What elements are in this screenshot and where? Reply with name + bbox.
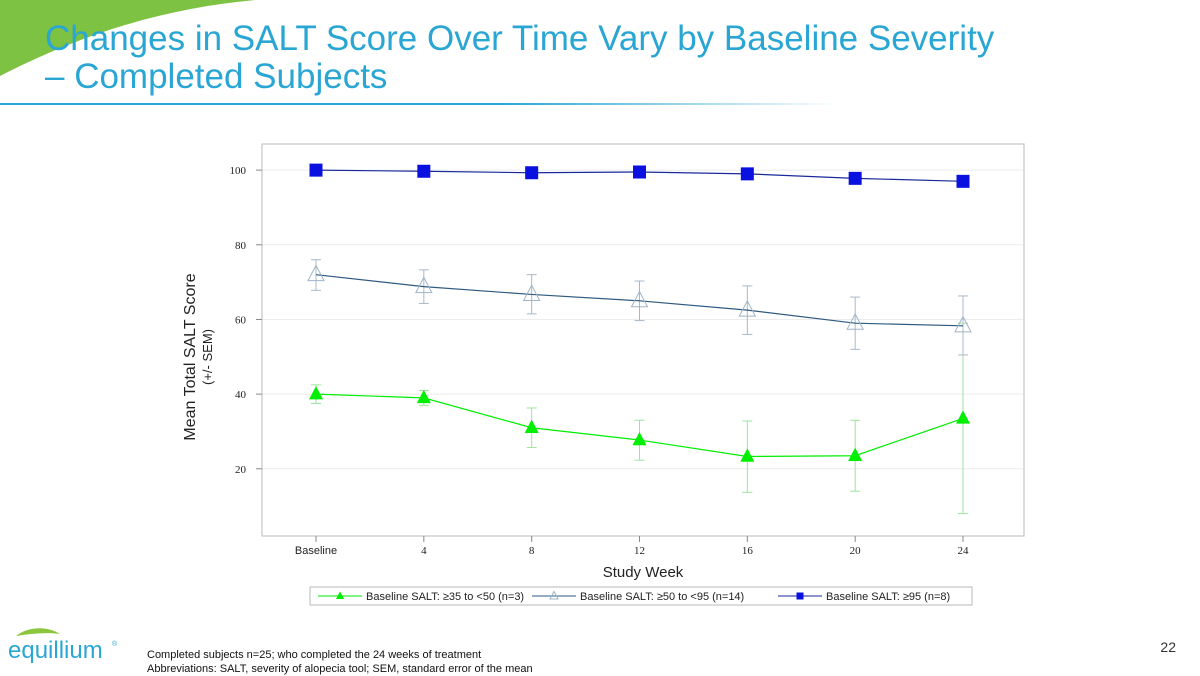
data-point-high [633,165,646,179]
legend-label-low: Baseline SALT: ≥35 to <50 (n=3) [366,591,524,603]
plot-frame [261,143,1025,537]
corner-swoosh-decoration [0,0,255,76]
data-point-mid [738,299,757,317]
page-number: 22 [1160,639,1176,655]
legend-frame [309,586,973,606]
x-tick-label: 20 [850,545,862,557]
legend-label-high: Baseline SALT: ≥95 (n=8) [826,591,950,603]
y-tick-label: 20 [235,464,247,476]
slide-title: Changes in SALT Score Over Time Vary by … [45,20,1045,96]
series-low [309,322,970,515]
data-point-mid [307,264,325,282]
slide-title-line-1: Changes in SALT Score Over Time Vary by … [45,19,995,58]
x-axis-label: Study Week [603,564,684,581]
data-point-low [524,419,539,433]
data-point-low [956,410,970,424]
x-tick-label: 16 [742,545,754,557]
x-tick-label: 24 [958,545,970,557]
y-tick-label: 100 [230,165,247,177]
data-point-mid [954,315,972,333]
y-tick-label: 60 [235,314,247,326]
data-point-low [416,389,431,404]
x-tick-label: 8 [529,545,535,557]
data-point-high [956,174,970,188]
data-point-high [740,167,754,181]
data-point-mid [522,284,541,301]
logo-registered-mark: ® [112,640,118,648]
data-point-low [848,447,863,461]
x-axis-ticks: Baseline 4 8 12 16 20 24 [295,536,969,557]
x-tick-label: 4 [421,545,427,557]
data-point-mid [846,312,864,330]
logo-leaf-icon [16,628,60,636]
chart-legend: Baseline SALT: ≥35 to <50 (n=3) Baseline … [309,586,973,606]
data-point-low [632,432,647,446]
data-point-high [417,164,431,178]
data-point-low [740,448,755,462]
series-high [309,163,970,188]
x-tick-label: Baseline [295,545,337,557]
legend-label-mid: Baseline SALT: ≥50 to <95 (n=14) [580,591,744,603]
x-tick-label: 12 [634,545,645,557]
data-point-mid [630,290,649,308]
y-axis-ticks: 20 40 60 80 100 [230,165,262,476]
y-axis-label: Mean Total SALT Score [182,273,199,440]
footnote-line-1: Completed subjects n=25; who completed t… [147,649,482,661]
data-point-high [525,166,539,180]
y-axis-label-sub: (+/- SEM) [200,329,215,385]
footnote-line-2: Abbreviations: SALT, severity of alopeci… [147,663,533,675]
chart-series [307,163,972,515]
series-mid [307,259,972,356]
data-point-low [309,386,323,400]
legend-marker-mid [549,590,559,600]
title-divider [0,103,840,105]
slide-title-line-2: – Completed Subjects [45,57,388,96]
grid-lines [263,169,1023,470]
footnote: Completed subjects n=25; who completed t… [147,648,533,676]
logo-wordmark: equillium [8,637,103,664]
series-line-mid [315,274,964,327]
y-tick-label: 80 [235,240,247,252]
data-point-mid [415,276,433,294]
y-tick-label: 40 [235,389,247,401]
data-point-high [848,171,862,185]
legend-marker-high [796,592,804,600]
legend-marker-low [336,591,344,599]
data-point-high [309,163,323,177]
equillium-logo: equillium ® [8,628,118,664]
